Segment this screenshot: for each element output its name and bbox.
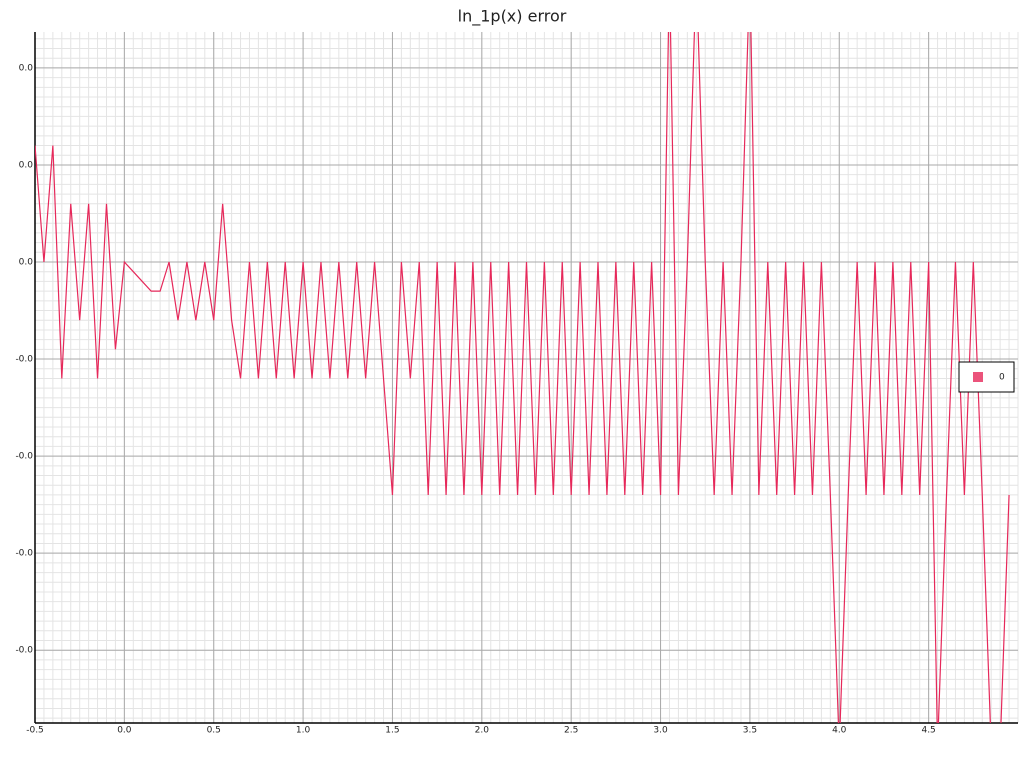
x-tick-label: 3.5 (743, 726, 757, 736)
y-tick-label: -0.0 (15, 355, 33, 365)
legend-box (958, 361, 1015, 393)
plot-area (35, 32, 1010, 723)
legend-label: 0 (999, 373, 1005, 383)
x-tick-label: 1.0 (296, 726, 311, 736)
x-tick-label: 1.5 (385, 726, 399, 736)
chart-title: ln_1p(x) error (458, 7, 567, 27)
x-tick-label: 2.0 (475, 726, 490, 736)
y-tick-label: 0.0 (19, 63, 34, 73)
legend-swatch (973, 372, 983, 382)
y-tick-label: 0.0 (19, 160, 34, 170)
y-tick-label: -0.0 (15, 452, 33, 462)
data-line (35, 32, 1010, 723)
x-tick-label: 0.5 (207, 726, 221, 736)
x-tick-label: 4.5 (921, 726, 935, 736)
x-tick-label: 3.0 (653, 726, 668, 736)
x-tick-label: 0.0 (117, 726, 132, 736)
x-tick-label: -0.5 (26, 726, 44, 736)
x-tick-label: 4.0 (832, 726, 847, 736)
y-tick-label: 0.0 (19, 258, 34, 268)
x-tick-label: 2.5 (564, 726, 578, 736)
y-tick-label: -0.0 (15, 549, 33, 559)
y-tick-label: -0.0 (15, 646, 33, 656)
